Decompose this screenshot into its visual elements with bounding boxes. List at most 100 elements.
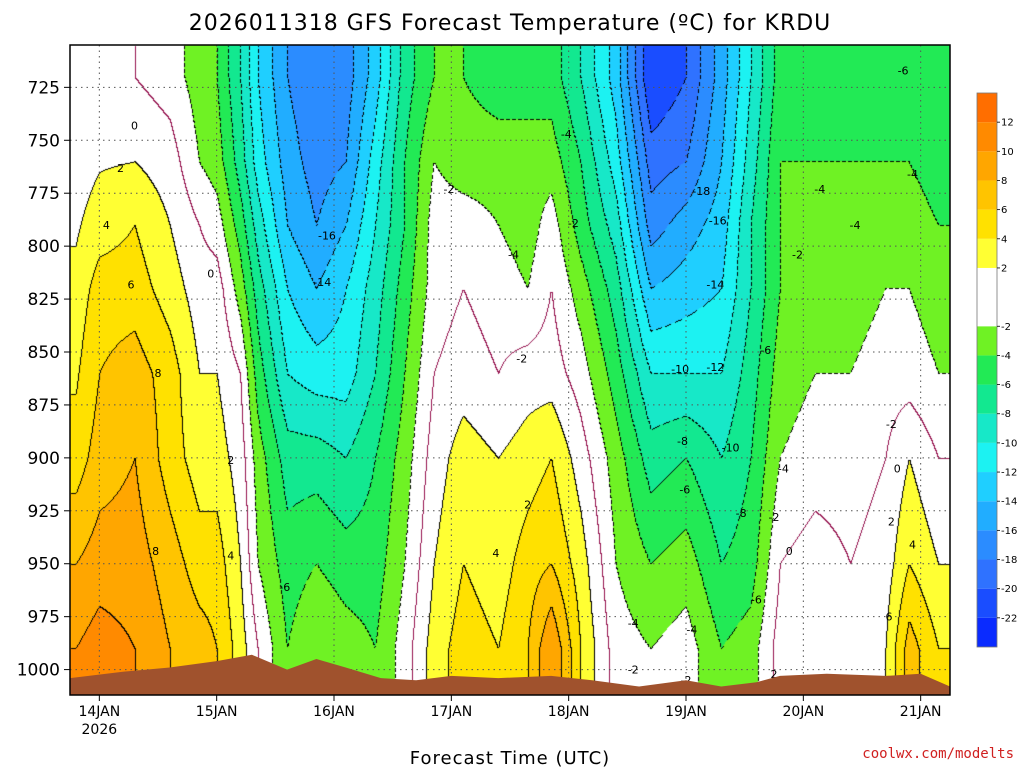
contour-label: -8 [736, 507, 747, 520]
contour-label: -10 [671, 363, 689, 376]
contour-label: 2 [117, 162, 124, 175]
colorbar-band [977, 238, 997, 268]
contour-label: 2 [771, 668, 778, 681]
contour-label: -8 [677, 435, 688, 448]
contour-label: 4 [492, 547, 499, 560]
contour-label: -4 [686, 623, 697, 636]
colorbar-band [977, 588, 997, 618]
plot-area: 0 2 4 6 8 8 0 2 4 -6 -16 -14 -2 -4 -2 -4 -2 2 4 -18 -16 -14 -1… [69, 44, 951, 696]
chart-title: 2026011318 GFS Forecast Temperature (ºC)… [189, 11, 832, 36]
y-tick-label: 950 [28, 555, 60, 575]
contour-label: -6 [898, 64, 909, 77]
terrain-ground [70, 654, 950, 695]
y-tick-label: 825 [28, 290, 60, 310]
grid-lines [70, 45, 950, 695]
colorbar-label: -22 [1001, 613, 1017, 624]
contour-label: 2 [888, 515, 895, 528]
contour-label: -18 [692, 185, 710, 198]
colorbar-band [977, 151, 997, 181]
credit-link[interactable]: coolwx.com/modelts [862, 746, 1014, 762]
y-tick-label: 1000 [17, 661, 60, 681]
contour-label: -4 [907, 168, 918, 181]
colorbar-label: -12 [1001, 468, 1017, 479]
contour-label: -16 [709, 215, 727, 228]
contour-label: -14 [313, 276, 331, 289]
colorbar-band [977, 355, 997, 385]
contour-label: -2 [769, 511, 780, 524]
colorbar-label: -20 [1001, 584, 1017, 595]
colorbar-label: -8 [1001, 409, 1011, 420]
contour-label: -6 [279, 581, 290, 594]
colorbar-band [977, 267, 997, 327]
contour-label: -12 [706, 361, 724, 374]
colorbar-label: 4 [1001, 234, 1007, 245]
contour-label: -2 [444, 183, 455, 196]
y-tick-label: 725 [28, 78, 60, 98]
colorbar-label: -18 [1001, 555, 1017, 566]
colorbar-band [977, 617, 997, 647]
colorbar-label: -4 [1001, 351, 1011, 362]
colorbar-band [977, 472, 997, 502]
contour-label: -6 [679, 484, 690, 497]
contour-label: 6 [128, 278, 135, 291]
contour-label: -4 [508, 249, 519, 262]
contour-label: -2 [516, 352, 527, 365]
colorbar-label: -2 [1001, 322, 1011, 333]
colorbar-label: 12 [1001, 118, 1014, 129]
x-axis-label: Forecast Time (UTC) [410, 748, 610, 768]
contour-label: -4 [778, 462, 789, 475]
colorbar-band [977, 326, 997, 356]
contour-label: -6 [751, 594, 762, 607]
colorbar-label: -14 [1001, 497, 1017, 508]
y-tick-label: 750 [28, 131, 60, 151]
contour-label: -2 [886, 418, 897, 431]
temperature-heatmap [70, 45, 950, 695]
y-axis: 725 750 775 800 825 850 875 900 925 950 975 1000 [17, 78, 70, 681]
colorbar-label: 10 [1001, 147, 1014, 158]
colorbar-band [977, 122, 997, 152]
contour-label: 0 [786, 545, 793, 558]
y-tick-label: 900 [28, 449, 60, 469]
y-tick-label: 850 [28, 343, 60, 363]
contour-label: -4 [628, 617, 639, 630]
contour-label: 0 [207, 268, 214, 281]
x-axis: 14JAN 2026 15JAN 16JAN 17JAN 18JAN 19JAN 20JAN 2… [78, 695, 942, 738]
colorbar-band [977, 530, 997, 560]
x-tick-label: 20JAN [782, 704, 824, 720]
colorbar-label: -10 [1001, 438, 1017, 449]
contour-label: 4 [227, 549, 234, 562]
contour-label: 6 [885, 611, 892, 624]
x-tick-sublabel: 2026 [82, 722, 118, 738]
x-tick-label: 18JAN [548, 704, 590, 720]
contour-label: 4 [909, 539, 916, 552]
colorbar-frame [976, 92, 998, 648]
colorbar-band [977, 180, 997, 210]
contour-label: -2 [568, 217, 579, 230]
contour-label: -4 [561, 128, 572, 141]
colorbar-band [977, 209, 997, 239]
colorbar-bands [976, 92, 998, 648]
contour-label: 2 [227, 454, 234, 467]
x-tick-label: 16JAN [313, 704, 355, 720]
contour-label: -4 [849, 219, 860, 232]
contour-label: 2 [524, 498, 531, 511]
x-tick-label: 19JAN [665, 704, 707, 720]
contour-label: 4 [103, 219, 110, 232]
x-tick-label: 15JAN [196, 704, 238, 720]
y-tick-label: 775 [28, 184, 60, 204]
contour-label: -14 [706, 278, 724, 291]
colorbar-band [977, 501, 997, 531]
plot-frame [69, 44, 951, 696]
x-tick-label: 17JAN [430, 704, 472, 720]
colorbar-labels: 12 10 8 6 4 2 -2 -4 -6 -8 -10 -12 -14 -16 -18 -20 -22 [997, 118, 1017, 624]
colorbar-band [977, 384, 997, 414]
contour-label: 8 [152, 545, 159, 558]
colorbar-label: -16 [1001, 526, 1017, 537]
contour-label: -16 [318, 230, 336, 243]
colorbar-label: 6 [1001, 205, 1007, 216]
colorbar-band [977, 413, 997, 443]
y-tick-label: 875 [28, 396, 60, 416]
colorbar-label: 2 [1001, 263, 1007, 274]
y-tick-label: 800 [28, 237, 60, 257]
